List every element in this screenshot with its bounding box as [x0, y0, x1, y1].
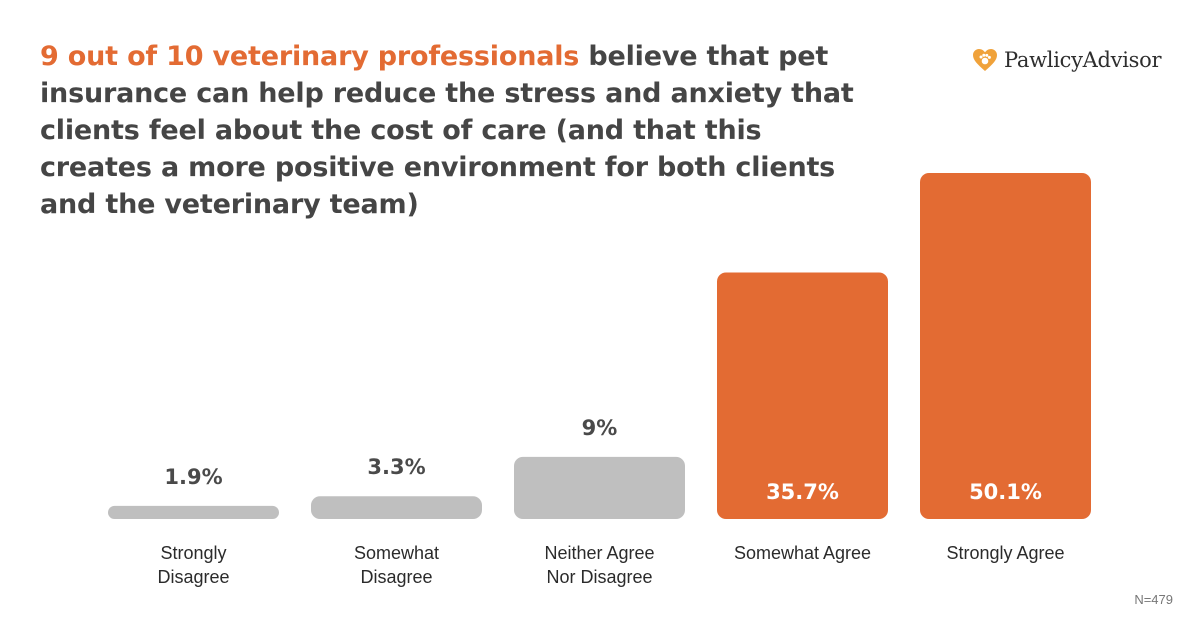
- category-label-4: Strongly Agree: [946, 543, 1064, 563]
- bar-1: [311, 496, 482, 519]
- brand-logo[interactable]: PawlicyAdvisor: [972, 48, 1161, 72]
- heart-paw-icon: [973, 49, 997, 71]
- data-label-2: 9%: [582, 416, 618, 440]
- bar-4: [920, 173, 1091, 519]
- chart-title: 9 out of 10 veterinary professionals bel…: [40, 38, 870, 223]
- bar-3: [717, 272, 888, 519]
- category-label-1: Somewhat Disagree: [354, 543, 439, 587]
- sample-size-note: N=479: [1134, 592, 1173, 607]
- data-label-1: 3.3%: [367, 455, 425, 479]
- data-label-0: 1.9%: [164, 465, 222, 489]
- bar-0: [108, 505, 279, 519]
- bar-2: [514, 456, 685, 519]
- category-label-3: Somewhat Agree: [734, 543, 871, 563]
- data-label-4: 50.1%: [969, 480, 1042, 504]
- title-highlight: 9 out of 10 veterinary professionals: [40, 41, 580, 72]
- data-label-3: 35.7%: [766, 480, 839, 504]
- brand-name: PawlicyAdvisor: [1004, 48, 1162, 72]
- title-rest: believe that pet insurance can help redu…: [40, 41, 854, 220]
- category-label-2: Neither Agree Nor Disagree: [544, 543, 654, 587]
- category-label-0: Strongly Disagree: [157, 543, 229, 587]
